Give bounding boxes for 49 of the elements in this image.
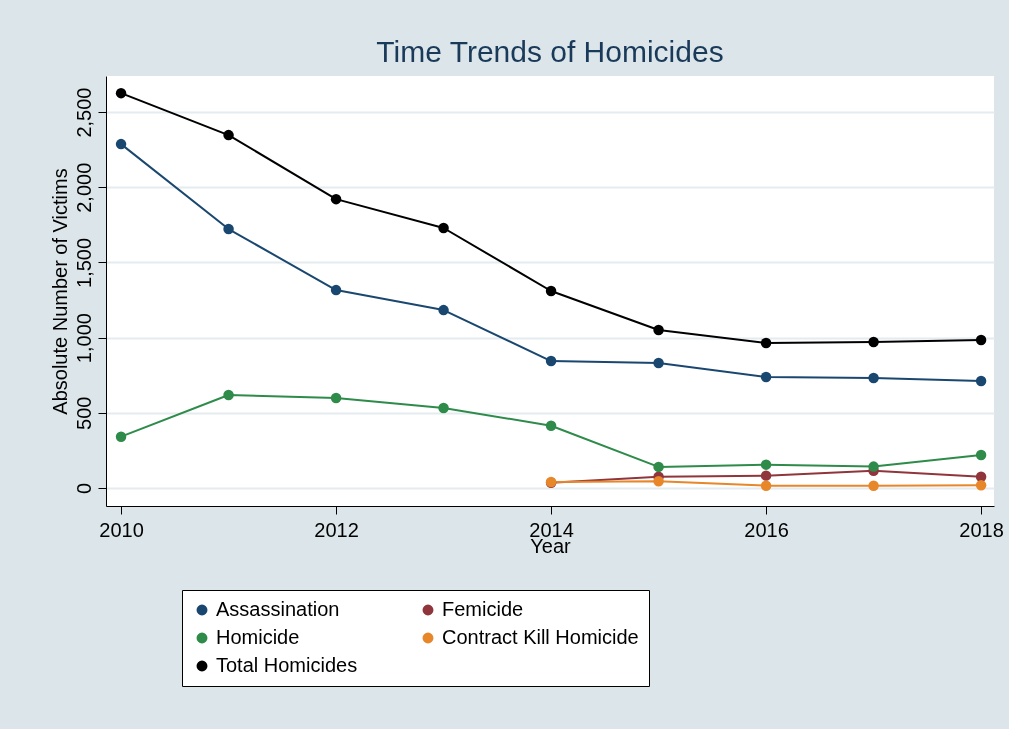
y-tick-label: 500 xyxy=(72,396,95,430)
point xyxy=(653,324,664,336)
point xyxy=(330,392,342,404)
y-tick-label: 2,000 xyxy=(72,162,95,213)
point xyxy=(760,480,772,491)
point xyxy=(868,336,879,348)
point xyxy=(115,431,127,442)
chart-title: Time Trends of Homicides xyxy=(376,35,724,68)
x-tick-label: 2016 xyxy=(744,518,789,541)
legend-label: Contract Kill Homicide xyxy=(442,626,639,648)
point xyxy=(975,375,987,387)
point xyxy=(975,480,987,491)
point xyxy=(653,461,664,473)
point xyxy=(760,470,772,481)
point xyxy=(115,138,127,150)
point xyxy=(438,222,449,234)
point xyxy=(545,355,557,367)
point xyxy=(868,372,879,384)
point xyxy=(223,129,234,141)
legend-label: Femicide xyxy=(442,598,524,620)
point xyxy=(223,389,234,401)
point xyxy=(975,334,987,346)
x-tick-label: 2012 xyxy=(314,518,359,541)
legend-label: Homicide xyxy=(216,626,300,648)
point xyxy=(653,357,664,369)
point xyxy=(760,371,772,383)
point xyxy=(438,304,449,316)
x-tick-label: 2010 xyxy=(99,518,144,541)
legend-label: Total Homicides xyxy=(216,654,358,676)
point xyxy=(545,285,557,297)
y-tick-label: 0 xyxy=(72,482,95,495)
point xyxy=(438,402,449,414)
point xyxy=(545,420,557,431)
point xyxy=(115,87,127,99)
y-tick-label: 1,500 xyxy=(72,237,95,288)
legend-label: Assassination xyxy=(216,598,340,620)
point xyxy=(760,337,772,349)
point xyxy=(975,449,987,461)
point xyxy=(223,223,234,235)
point xyxy=(330,284,342,296)
x-tick-label: 2018 xyxy=(959,518,1004,541)
point xyxy=(868,461,879,472)
point xyxy=(330,193,342,205)
point xyxy=(653,475,664,487)
y-tick-label: 1,000 xyxy=(72,313,95,364)
y-axis-title: Absolute Number of Victims xyxy=(48,168,71,415)
point xyxy=(760,459,772,470)
point xyxy=(868,480,879,491)
y-tick-label: 2,500 xyxy=(72,87,95,138)
